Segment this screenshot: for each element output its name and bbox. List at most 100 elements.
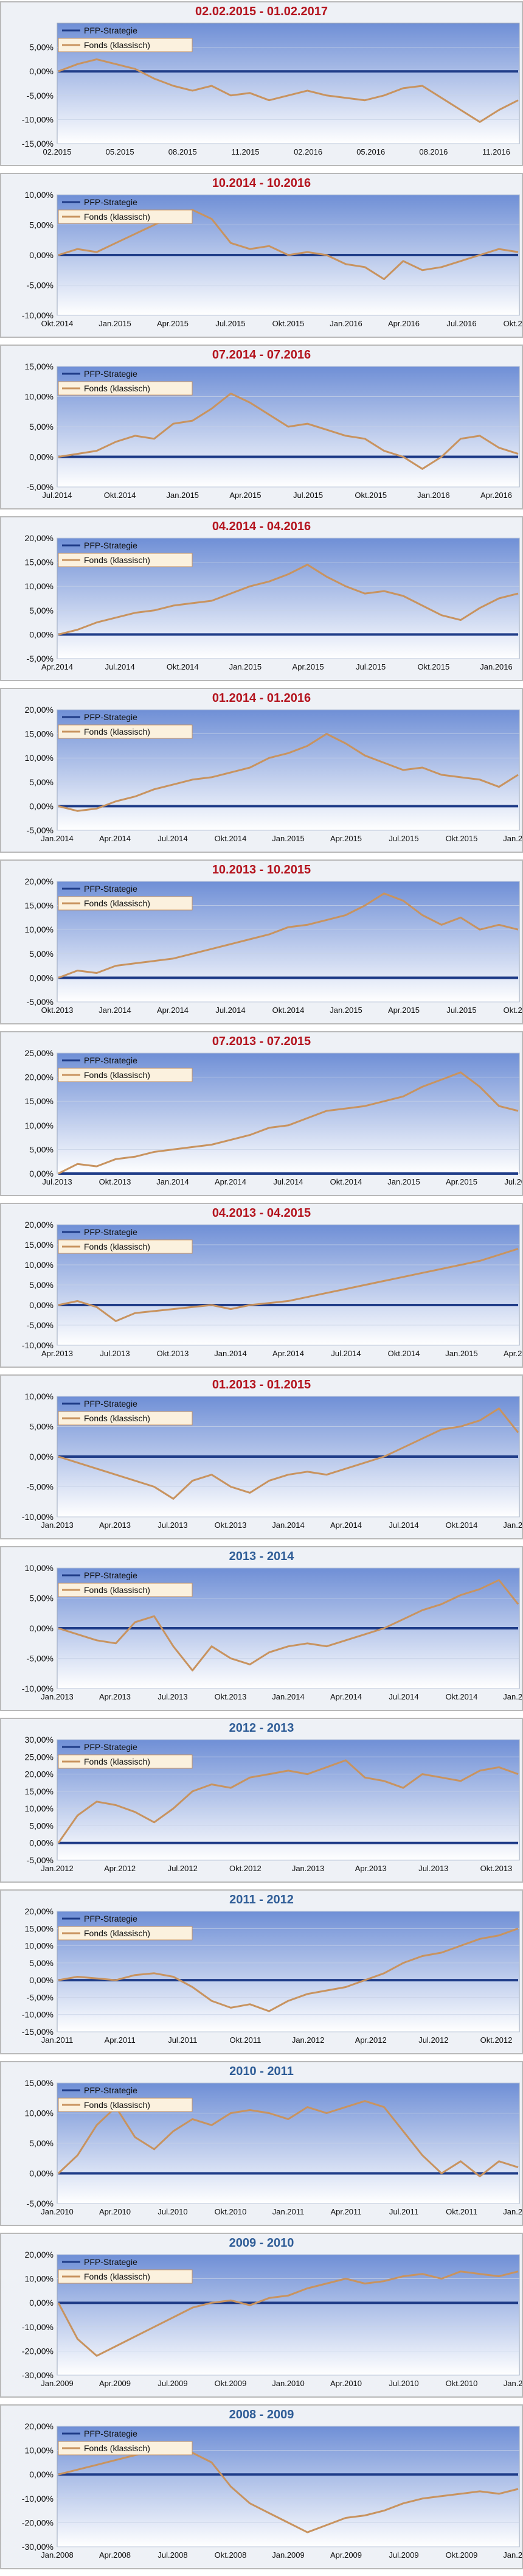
y-tick-label: 20,00%: [25, 1769, 54, 1779]
y-tick-label: 5,00%: [29, 1821, 54, 1830]
y-tick-label: 0,00%: [29, 973, 54, 982]
y-tick-label: 10,00%: [25, 581, 54, 591]
y-tick-label: 10,00%: [25, 1121, 54, 1130]
x-tick-label: Jan.2015: [167, 491, 199, 500]
y-tick-label: 20,00%: [25, 1073, 54, 1082]
x-tick-label: Okt.2015: [272, 319, 305, 328]
chart-title: 10.2013 - 10.2015: [212, 863, 311, 877]
line-chart: 20,00%15,00%10,00%5,00%0,00%-5,00%Okt.20…: [25, 877, 522, 1015]
legend: PFP-Strategie Fonds (klassisch): [58, 369, 193, 396]
legend-label: Fonds (klassisch): [84, 2443, 150, 2453]
y-tick-label: -5,00%: [27, 2199, 54, 2208]
x-tick-label: Apr.2013: [41, 1349, 73, 1358]
series-line-fonds: [57, 1759, 519, 1844]
x-tick-label: Jan.2015: [503, 1521, 522, 1530]
x-tick-label: Jan.2015: [229, 662, 262, 671]
x-tick-label: Apr.2014: [157, 1006, 189, 1015]
y-tick-label: 0,00%: [29, 1300, 54, 1310]
legend-label: Fonds (klassisch): [84, 898, 150, 908]
legend: PFP-Strategie Fonds (klassisch): [58, 197, 193, 224]
legend-label: Fonds (klassisch): [84, 2100, 150, 2110]
legend-label: PFP-Strategie: [84, 1742, 137, 1752]
x-tick-label: Apr.2015: [330, 834, 362, 843]
y-tick-label: 0,00%: [29, 1623, 54, 1633]
chart-panel: 2011 - 2012 20,00% 15,00% 10,00% 5,00% 0,00% -…: [0, 1889, 523, 2054]
x-tick-label: Apr.2009: [330, 2550, 362, 2560]
y-tick-label: -5,00%: [27, 281, 54, 290]
x-tick-label: Jan.2011: [41, 2035, 74, 2045]
legend-item-box: [58, 209, 193, 224]
chart-title: 07.2014 - 07.2016: [212, 348, 311, 362]
y-tick-label: 0,00%: [29, 801, 54, 811]
y-tick-label: -5,00%: [27, 91, 54, 100]
x-tick-label: Okt.2014: [272, 1006, 305, 1015]
series-line-fonds: [58, 1579, 519, 1671]
x-tick-label: 08.2016: [419, 147, 448, 156]
x-tick-label: Apr.2015: [229, 491, 261, 500]
x-tick-label: Apr.2010: [330, 2379, 362, 2388]
x-tick-label: Jul.2012: [168, 1864, 198, 1873]
line-chart: 20,00%15,00%10,00%5,00%0,00%-5,00%Jan.20…: [25, 705, 522, 843]
x-tick-label: Jul.2008: [158, 2550, 187, 2560]
x-tick-label: Okt.2015: [446, 834, 478, 843]
legend-label: Fonds (klassisch): [84, 40, 150, 50]
legend-label: Fonds (klassisch): [84, 1413, 150, 1423]
x-tick-label: Okt.2014: [104, 491, 136, 500]
x-tick-label: Jul.2014: [215, 1006, 245, 1015]
legend-label: PFP-Strategie: [84, 1914, 137, 1923]
legend-item-box: [58, 1068, 193, 1082]
legend-item-box: [58, 381, 193, 396]
y-tick-label: 0,00%: [29, 452, 54, 462]
x-tick-label: Jul.2012: [418, 2035, 448, 2045]
y-tick-label: 15,00%: [25, 901, 54, 911]
legend: PFP-Strategie Fonds (klassisch): [58, 2085, 193, 2112]
y-tick-label: 5,00%: [29, 1280, 54, 1290]
legend: PFP-Strategie Fonds (klassisch): [58, 1055, 193, 1082]
x-tick-label: Jan.2014: [99, 1006, 131, 1015]
x-tick-label: Jan.2010: [41, 2207, 74, 2216]
x-tick-label: Jul.2015: [293, 491, 323, 500]
y-tick-label: -10,00%: [22, 2494, 54, 2504]
chart-title: 2009 - 2010: [229, 2236, 294, 2250]
x-tick-label: Jul.2011: [389, 2207, 418, 2216]
y-tick-label: 10,00%: [25, 925, 54, 934]
y-tick-label: 15,00%: [25, 1923, 54, 1933]
x-tick-label: Jul.2015: [504, 1177, 522, 1186]
legend-label: PFP-Strategie: [84, 712, 137, 722]
y-tick-label: 10,00%: [25, 1941, 54, 1951]
y-tick-label: 15,00%: [25, 1096, 54, 1106]
y-tick-label: -10,00%: [22, 1512, 54, 1522]
legend-label: Fonds (klassisch): [84, 212, 150, 222]
x-tick-label: Apr.2014: [272, 1349, 304, 1358]
series-line-fonds: [57, 2270, 519, 2357]
x-tick-label: Jul.2009: [389, 2550, 418, 2560]
x-tick-label: Jan.2012: [292, 2035, 325, 2045]
x-tick-label: Jul.2013: [42, 1177, 72, 1186]
x-tick-label: Apr.2014: [215, 1177, 246, 1186]
x-tick-label: Apr.2015: [504, 1349, 522, 1358]
chart-panel: 10.2013 - 10.2015 20,00% 15,00% 10,00% 5,00%…: [0, 859, 523, 1024]
legend-label: Fonds (klassisch): [84, 1928, 150, 1938]
x-tick-label: Okt.2015: [417, 662, 449, 671]
chart-title: 04.2013 - 04.2015: [212, 1206, 311, 1220]
chart-title: 01.2014 - 01.2016: [212, 691, 311, 705]
y-tick-label: 5,00%: [29, 422, 54, 432]
legend-item-box: [58, 2441, 193, 2455]
x-tick-label: Jan.2015: [99, 319, 131, 328]
series-line-fonds: [58, 1407, 519, 1500]
y-tick-label: -5,00%: [27, 997, 54, 1007]
chart-panel: 02.02.2015 - 01.02.2017 5,00% 0,00% -5,00% -…: [0, 1, 523, 166]
x-tick-label: Jan.2008: [41, 2550, 74, 2560]
x-tick-label: Apr.2008: [99, 2550, 131, 2560]
y-tick-label: 5,00%: [29, 949, 54, 959]
chart-title: 02.02.2015 - 01.02.2017: [195, 5, 328, 18]
y-tick-label: 25,00%: [25, 1048, 54, 1058]
x-tick-label: Jul.2014: [105, 662, 135, 671]
y-tick-label: 10,00%: [25, 2109, 54, 2118]
chart-title: 2012 - 2013: [229, 1721, 294, 1735]
line-chart: 25,00%20,00%15,00%10,00%5,00%0,00%Jul.20…: [25, 1048, 522, 1186]
line-chart: 20,00%15,00%10,00%5,00%0,00%-5,00%Apr.20…: [25, 533, 520, 671]
legend-label: Fonds (klassisch): [84, 727, 150, 737]
x-tick-label: Apr.2012: [355, 2035, 387, 2045]
